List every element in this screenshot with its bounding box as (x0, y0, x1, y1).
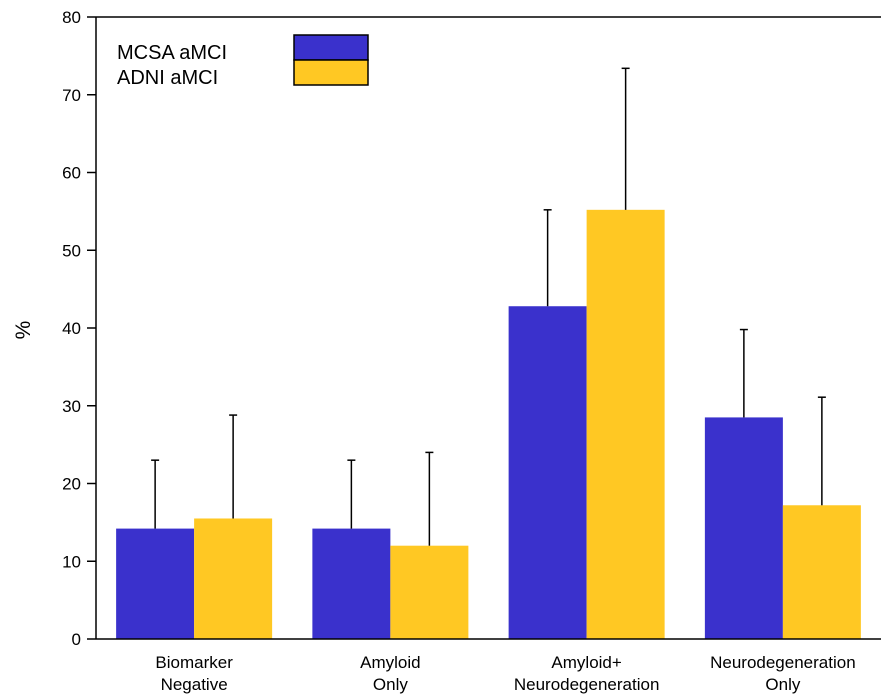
legend-swatch-1 (293, 34, 369, 61)
x-tick-label: Amyloid Only (360, 653, 420, 694)
x-tick-label-line: Amyloid (360, 653, 420, 672)
bar-series-1-cat-4 (704, 417, 783, 639)
y-tick-label: 60 (62, 164, 81, 183)
bar-series-1-cat-1 (116, 528, 195, 639)
bar-series-2-cat-3 (586, 209, 665, 639)
x-axis-labels: Biomarker Negative Amyloid Only Amyloid+ Neur… (155, 653, 855, 694)
y-tick-label: 50 (62, 241, 81, 260)
legend-swatch-2 (293, 59, 369, 86)
y-tick-label: 40 (62, 319, 81, 338)
x-tick-label: Biomarker Negative (155, 653, 233, 694)
x-tick-label-line: Only (765, 675, 800, 694)
legend-label-2: ADNI aMCI (117, 67, 218, 89)
y-tick-label: 70 (62, 86, 81, 105)
y-tick-label: 0 (72, 630, 81, 649)
x-tick-label: Amyloid+ Neurodegeneration (514, 653, 660, 694)
bar-series-2-cat-4 (782, 505, 861, 639)
x-tick-label-line: Only (373, 675, 408, 694)
bar-series-1-cat-2 (312, 528, 391, 639)
error-bars-layer (151, 67, 826, 546)
x-tick-label: Neurodegeneration Only (710, 653, 856, 694)
bar-series-2-cat-1 (194, 518, 273, 639)
y-tick-label: 20 (62, 475, 81, 494)
bars-layer (116, 209, 861, 639)
x-tick-label-line: Amyloid+ (551, 653, 621, 672)
bar-series-2-cat-2 (390, 545, 469, 639)
y-tick-label: 80 (62, 8, 81, 27)
y-axis-label: % (12, 321, 35, 340)
y-axis-ticks: 0 10 20 30 40 50 60 70 80 (62, 8, 96, 649)
x-tick-label-line: Biomarker (155, 653, 233, 672)
y-tick-label: 30 (62, 397, 81, 416)
x-tick-label-line: Negative (161, 675, 228, 694)
legend: MCSA aMCI ADNI aMCI (117, 34, 369, 89)
x-tick-label-line: Neurodegeneration (514, 675, 660, 694)
legend-label-1: MCSA aMCI (117, 42, 227, 64)
y-tick-label: 10 (62, 552, 81, 571)
x-tick-label-line: Neurodegeneration (710, 653, 856, 672)
bar-series-1-cat-3 (508, 306, 587, 639)
